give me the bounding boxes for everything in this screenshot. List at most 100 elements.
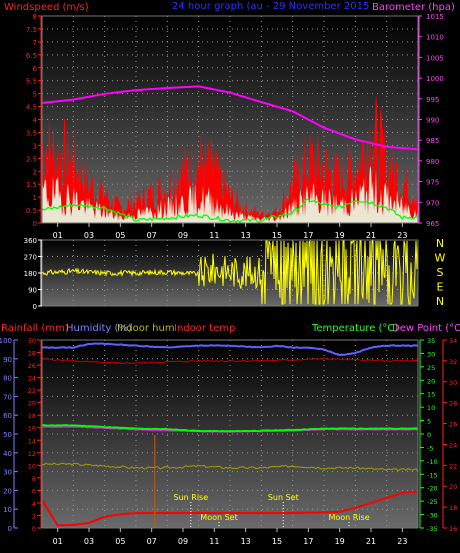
barometer-tick-label: 985 — [426, 137, 439, 145]
barometer-tick-label: 1015 — [426, 13, 444, 21]
indoor-temp-tick-label: 24 — [449, 441, 457, 449]
humidity-tick-label: 20 — [3, 487, 12, 495]
temperature-tick-label: -5 — [427, 444, 433, 452]
indoor-temp-tick-label: 28 — [449, 400, 457, 408]
hour-tick-label: 03 — [84, 231, 94, 240]
hour-tick-label: 05 — [115, 537, 125, 546]
windspeed-tick-label: 4 — [33, 117, 38, 125]
barometer-tick-label: 1010 — [426, 34, 444, 42]
rainfall-tick-label: 8 — [32, 475, 36, 483]
temperature-tick-label: -30 — [427, 512, 438, 520]
direction-tick-label: 270 — [24, 254, 37, 262]
indoor-temp-tick-label: 22 — [449, 462, 457, 470]
hour-tick-label: 17 — [303, 231, 313, 240]
hour-tick-label: 11 — [209, 231, 219, 240]
wind-average-line — [41, 198, 419, 224]
rainfall-tick-label: 2 — [32, 512, 36, 520]
rainfall-tick-label: 4 — [32, 500, 36, 508]
indoor-temp-tick-label: 16 — [449, 525, 457, 533]
hour-tick-label: 17 — [303, 537, 313, 546]
hour-tick-label: 19 — [335, 231, 345, 240]
hour-tick-label: 07 — [147, 231, 157, 240]
temperature-tick-label: 0 — [427, 431, 431, 439]
hour-tick-label: 21 — [366, 537, 376, 546]
barometer-y-ticks: 965 970 975 980 985 990 995 1000 1005 1010 1015 — [418, 13, 444, 228]
direction-tick-label: 360 — [24, 237, 37, 245]
rainfall-tick-label: 22 — [28, 387, 36, 395]
humidity-tick-label: 40 — [3, 450, 12, 458]
windspeed-tick-label: 7.5 — [26, 26, 37, 34]
humidity-line — [41, 342, 419, 357]
barometer-line — [41, 85, 419, 151]
hour-tick-label: 21 — [366, 231, 376, 240]
wind-y-ticks: 0 0.5 1 1.5 2 2.5 3 3.5 4 4.5 5 5.5 6 6.5 7 7.5 8 — [26, 13, 42, 228]
barometer-tick-label: 995 — [426, 96, 439, 104]
rainfall-tick-label: 10 — [28, 462, 36, 470]
windspeed-tick-label: 6 — [33, 65, 38, 73]
temperature-tick-label: -20 — [427, 485, 438, 493]
humidity-tick-label: 100 — [0, 337, 12, 345]
barometer-axis-title: Barometer (hpa) — [372, 2, 455, 13]
compass-label-s: S — [437, 266, 444, 279]
temperature-tick-label: 20 — [427, 377, 435, 385]
direction-series — [41, 239, 419, 305]
barometer-tick-label: 965 — [426, 220, 439, 228]
windspeed-tick-label: 8 — [33, 13, 37, 21]
temperature-tick-label: 5 — [427, 418, 431, 426]
hour-tick-label: 01 — [53, 231, 63, 240]
rainfall-tick-label: 28 — [28, 350, 36, 358]
hour-tick-label: 13 — [241, 537, 251, 546]
rainfall-tick-label: 24 — [28, 375, 36, 383]
compass-label-n: N — [436, 237, 444, 250]
hour-tick-label: 19 — [335, 537, 345, 546]
humidity-tick-label: 70 — [3, 393, 12, 401]
humidity-tick-label: 80 — [3, 375, 12, 383]
wind-axis-title: Windspeed (m/s) — [4, 2, 89, 13]
indoor-temp-tick-label: 32 — [449, 358, 457, 366]
temp-x-ticks: 01 03 05 07 09 11 13 15 17 19 21 23 — [53, 528, 407, 546]
hour-tick-label: 23 — [397, 537, 407, 546]
windspeed-tick-label: 3 — [33, 142, 37, 150]
humidity-tick-label: 90 — [3, 356, 12, 364]
astro-event-label: Moon Rise — [328, 513, 369, 522]
compass-label-w: W — [435, 252, 446, 265]
compass-label-n: N — [436, 295, 444, 308]
rainfall-tick-label: 20 — [28, 400, 36, 408]
rainfall-tick-label: 18 — [28, 412, 36, 420]
rainfall-line — [41, 490, 419, 527]
indoor-temp-title: Indoor temp — [174, 323, 235, 334]
temperature-tick-label: -25 — [427, 498, 438, 506]
wind-direction-line — [41, 239, 419, 305]
dew-point-title: Dew Point (°C) — [392, 323, 460, 334]
windspeed-tick-label: 4.5 — [26, 104, 37, 112]
graph-title: 24 hour graph (au - 29 November 2015 — [172, 1, 369, 12]
temperature-tick-label: 25 — [427, 364, 435, 372]
temperature-tick-label: -15 — [427, 471, 438, 479]
compass-label-e: E — [437, 281, 444, 294]
wind-x-ticks: 01 03 05 07 09 11 13 15 17 19 21 23 — [53, 223, 407, 240]
temperature-tick-label: -35 — [427, 525, 438, 533]
windspeed-tick-label: 1.5 — [26, 181, 37, 189]
rainfall-tick-label: 0 — [32, 525, 36, 533]
temperature-title: Temperature (°C) — [311, 323, 398, 334]
hour-tick-label: 03 — [84, 537, 94, 546]
barometer-tick-label: 1000 — [426, 75, 444, 83]
temperature-tick-label: 30 — [427, 350, 435, 358]
windspeed-tick-label: 0.5 — [26, 207, 37, 215]
indoor-temp-line — [41, 357, 419, 365]
hour-tick-label: 11 — [209, 537, 219, 546]
temp-axes: 0102030405060708090100024681012141618202… — [0, 337, 457, 533]
rainfall-tick-label: 16 — [28, 425, 36, 433]
direction-tick-label: 180 — [24, 270, 37, 278]
temperature-line — [41, 424, 419, 433]
windspeed-tick-label: 1 — [33, 194, 37, 202]
rainfall-tick-label: 14 — [28, 437, 36, 445]
astro-event-label: Sun Rise — [174, 493, 209, 502]
wind-series — [41, 85, 419, 224]
humidity-tick-label: 10 — [3, 506, 12, 514]
humidity-title: Humidity (%) — [66, 323, 132, 334]
hour-tick-label: 09 — [178, 537, 188, 546]
direction-tick-label: 90 — [28, 287, 37, 295]
